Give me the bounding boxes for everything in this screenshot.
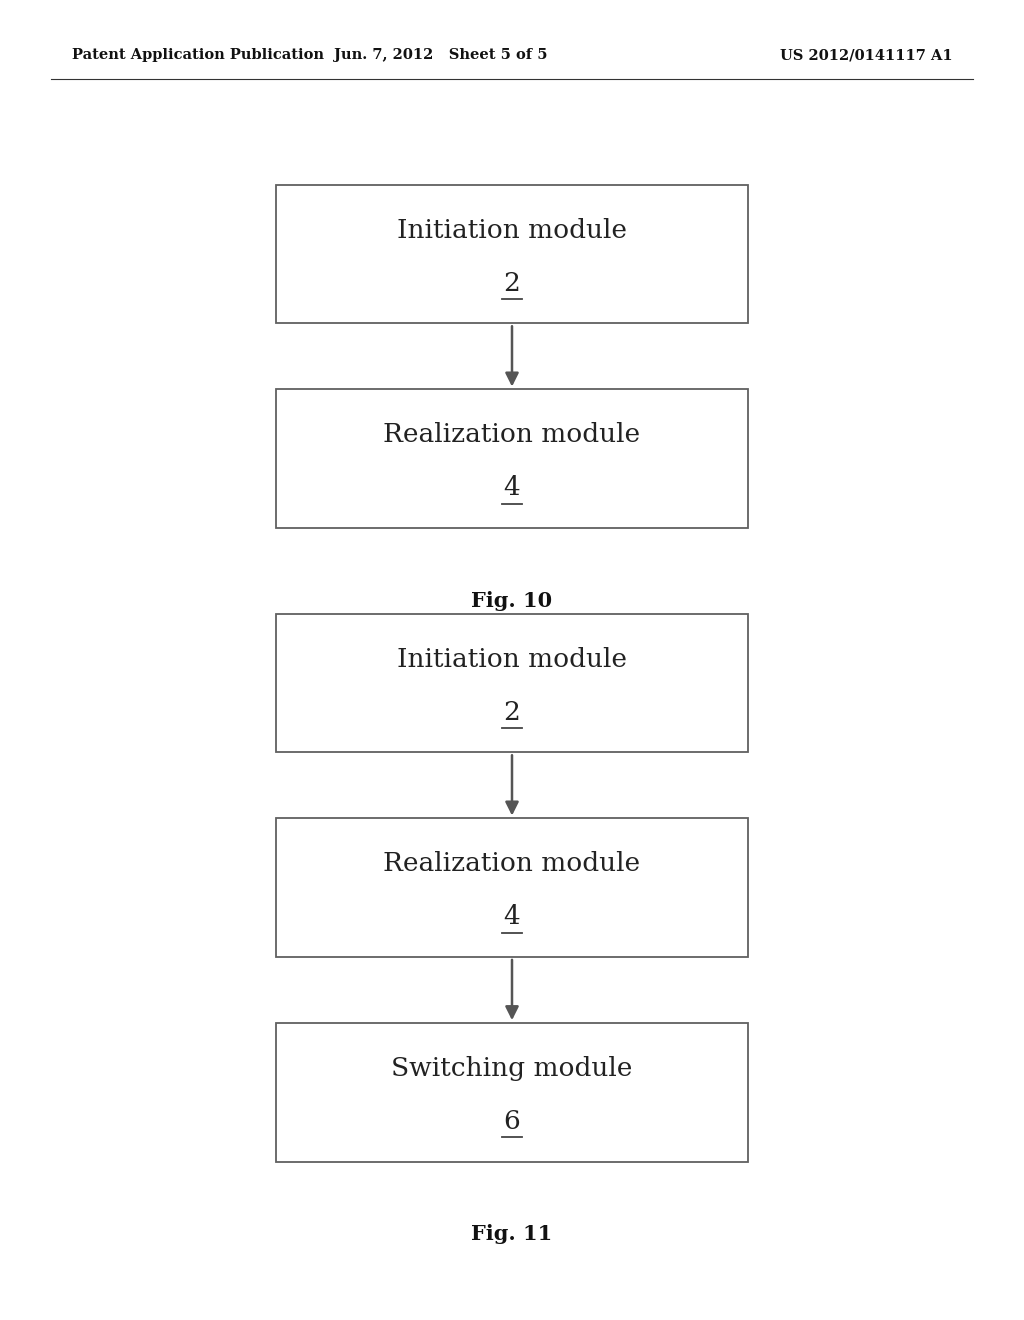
Bar bbox=[276, 1023, 748, 1162]
Text: Initiation module: Initiation module bbox=[397, 218, 627, 243]
Text: Realization module: Realization module bbox=[383, 422, 641, 447]
Text: Fig. 11: Fig. 11 bbox=[471, 1224, 553, 1245]
Text: Switching module: Switching module bbox=[391, 1056, 633, 1081]
Bar bbox=[276, 389, 748, 528]
Bar bbox=[276, 614, 748, 752]
Text: 6: 6 bbox=[504, 1109, 520, 1134]
Text: Jun. 7, 2012   Sheet 5 of 5: Jun. 7, 2012 Sheet 5 of 5 bbox=[334, 49, 547, 62]
Text: 2: 2 bbox=[504, 700, 520, 725]
Text: 2: 2 bbox=[504, 271, 520, 296]
Text: Realization module: Realization module bbox=[383, 851, 641, 876]
Text: Patent Application Publication: Patent Application Publication bbox=[72, 49, 324, 62]
Bar bbox=[276, 185, 748, 323]
Text: US 2012/0141117 A1: US 2012/0141117 A1 bbox=[779, 49, 952, 62]
Text: 4: 4 bbox=[504, 475, 520, 500]
Bar bbox=[276, 818, 748, 957]
Text: Fig. 10: Fig. 10 bbox=[471, 590, 553, 611]
Text: 4: 4 bbox=[504, 904, 520, 929]
Text: Initiation module: Initiation module bbox=[397, 647, 627, 672]
